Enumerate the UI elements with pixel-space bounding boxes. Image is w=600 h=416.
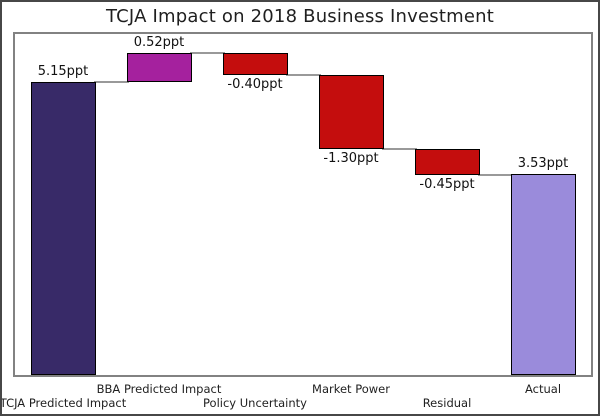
- category-label-policy-uncertainty: Policy Uncertainty: [203, 396, 307, 410]
- plot-area: 5.15ppt 0.52ppt -0.40ppt -1.30ppt -0.45ppt 3.…: [13, 32, 593, 377]
- bar-bba-predicted-impact: [126, 52, 192, 83]
- category-label-residual: Residual: [422, 396, 472, 410]
- bar-market-power: [318, 75, 384, 150]
- connector-line: [381, 148, 417, 151]
- bar-actual: [510, 174, 576, 375]
- value-label-market-power: -1.30ppt: [323, 151, 379, 167]
- bar-policy-uncertainty: [222, 52, 288, 76]
- connector-line: [189, 51, 225, 54]
- connector-line: [93, 81, 129, 84]
- category-label-tcja-predicted-impact: TCJA Predicted Impact: [0, 396, 127, 410]
- value-label-actual: 3.53ppt: [517, 156, 569, 172]
- chart-title: TCJA Impact on 2018 Business Investment: [105, 6, 495, 27]
- connector-line: [285, 74, 321, 77]
- category-label-market-power: Market Power: [312, 382, 390, 396]
- value-label-bba-predicted-impact: 0.52ppt: [133, 34, 185, 50]
- connector-line: [477, 173, 513, 176]
- category-label-bba-predicted-impact: BBA Predicted Impact: [96, 382, 222, 396]
- value-label-residual: -0.45ppt: [419, 176, 475, 192]
- value-label-tcja-predicted-impact: 5.15ppt: [37, 64, 89, 80]
- bar-residual: [414, 149, 480, 175]
- bar-tcja-predicted-impact: [30, 82, 96, 375]
- value-label-policy-uncertainty: -0.40ppt: [227, 77, 283, 93]
- category-label-actual: Actual: [524, 382, 562, 396]
